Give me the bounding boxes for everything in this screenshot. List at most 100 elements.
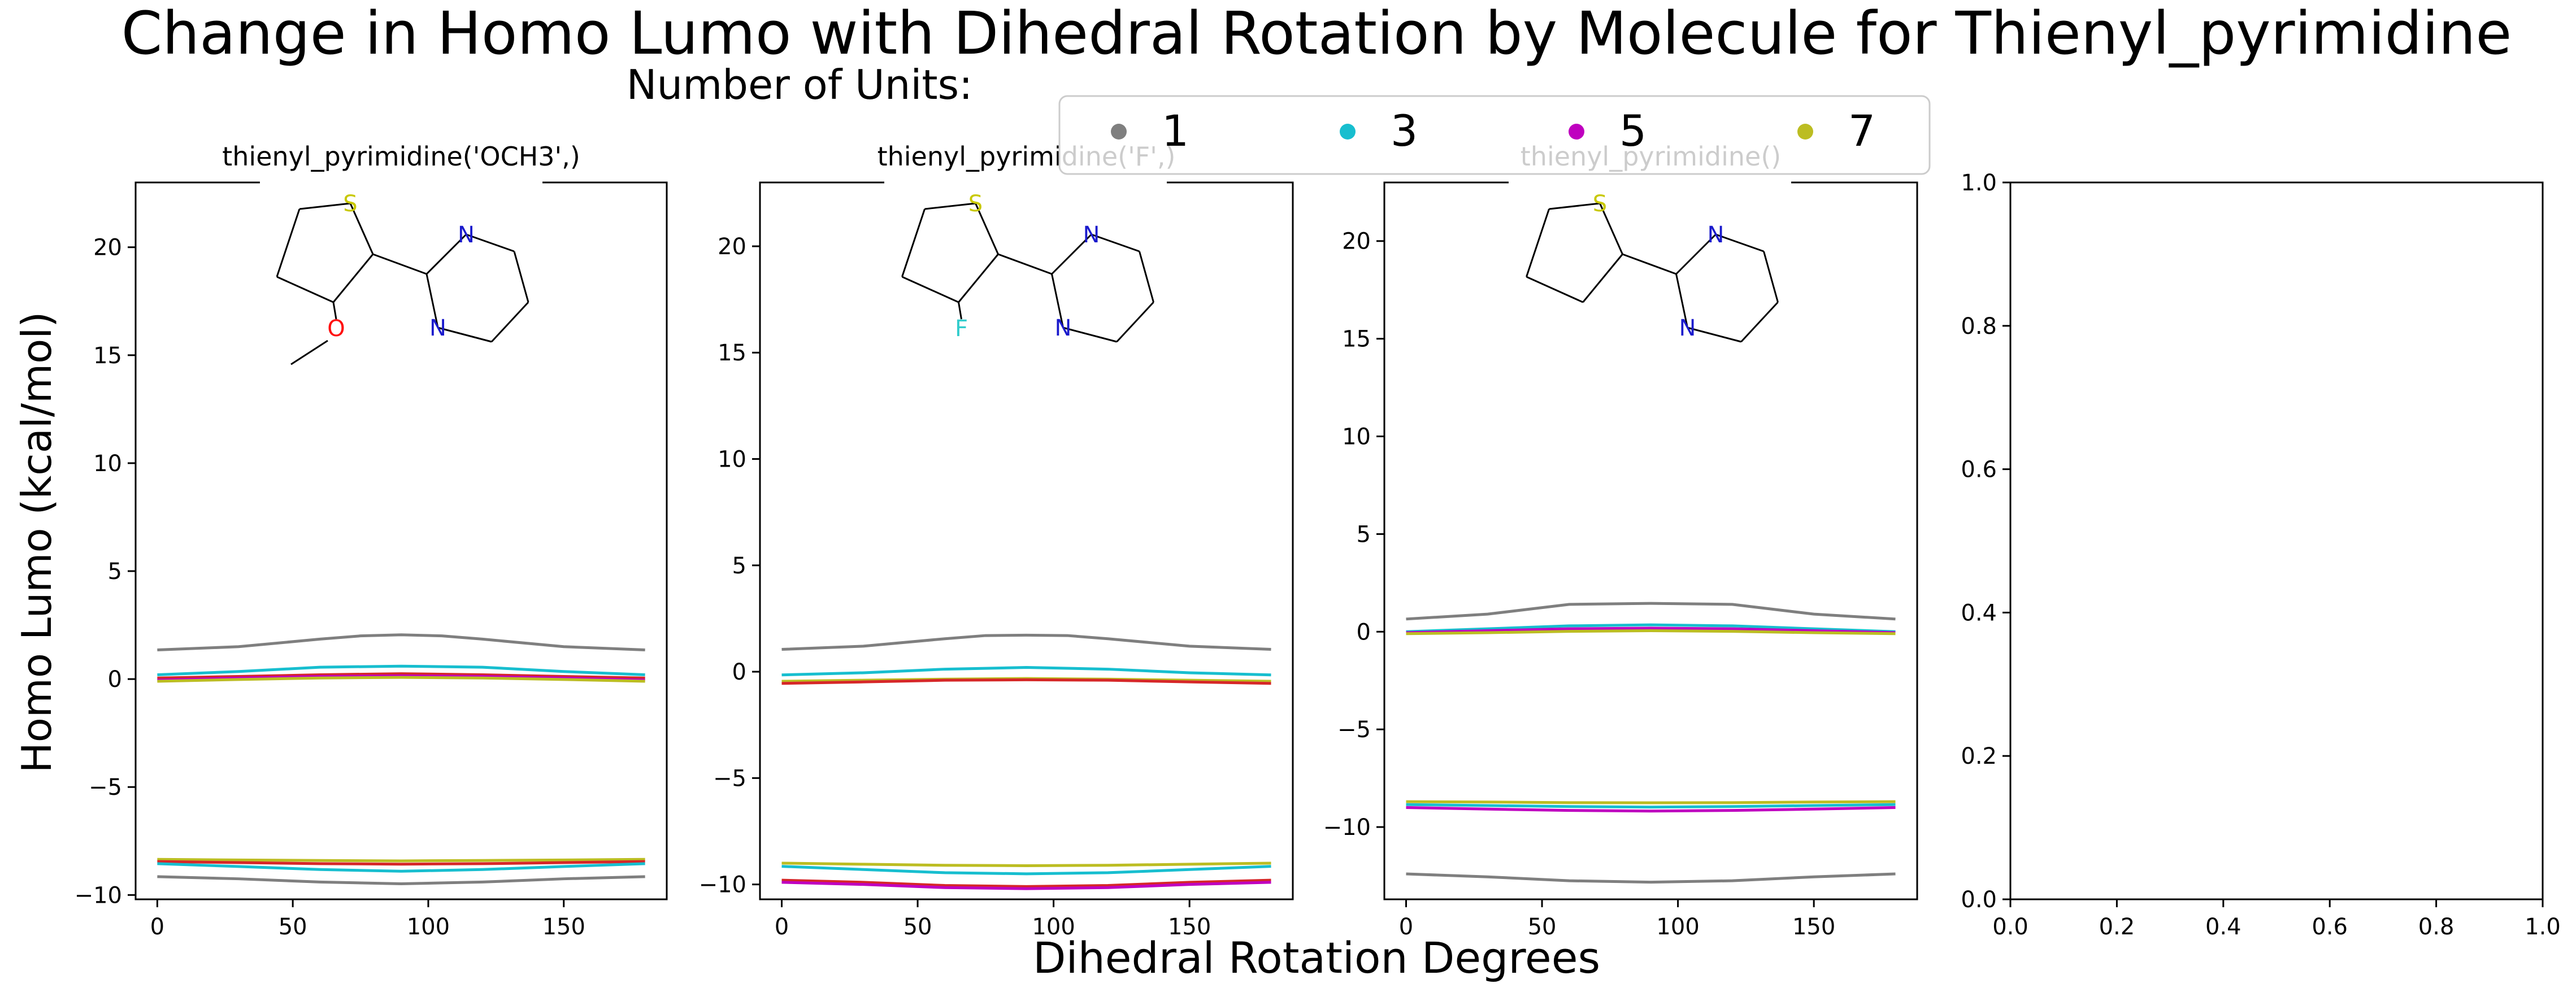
series-line-5-units [157,860,645,866]
legend-marker [1340,124,1356,140]
legend-frame [1058,95,1931,175]
series-line-5-units [1406,626,1896,634]
y-tick-label: 0.8 [1961,314,1997,340]
x-tick-label: 150 [1792,914,1835,940]
x-tick-label: 50 [903,914,932,940]
legend-marker [1797,124,1813,140]
legend-entry-5: 5 [1569,106,1647,156]
y-tick-label: 15 [718,340,746,366]
thiophene-bond [958,254,999,303]
legend-label: 1 [1162,106,1189,156]
y-tick-label: 1.0 [1961,170,1997,196]
series-line-5-units [157,674,645,682]
pyrimidine-bond [425,233,467,275]
pyrimidine-bond [1740,301,1779,343]
y-tick-label: 20 [93,235,122,261]
pyrimidine-bond [466,233,515,253]
ring-link-bond [372,253,427,275]
series-line-3-units [157,862,645,873]
series-line-7-units [1406,629,1896,636]
x-tick-label: 0.4 [2205,914,2241,940]
legend-entry-1: 1 [1111,106,1189,156]
legend-entries: 1 3 5 7 [1111,106,1875,156]
molecule-structure: S N N F [901,191,1154,343]
y-tick-label: 10 [93,451,122,477]
y-tick-label: 0 [108,667,122,693]
thiophene-bond [1526,276,1584,303]
thiophene-bond [975,203,999,255]
y-tick-label: 5 [732,553,746,579]
series-line-5-units [1406,806,1896,813]
y-tick-label: 15 [1342,327,1371,352]
thiophene-bond [1526,208,1550,277]
legend-label: 3 [1391,106,1418,156]
pyrimidine-bond [490,301,529,343]
legend: Number of Units: 1 3 5 7 [627,61,1931,175]
legend-label: 5 [1619,106,1647,156]
series-line-1-units [157,633,645,652]
pyrimidine-bond [1715,233,1764,253]
thiophene-bond [1599,203,1623,255]
legend-label: 7 [1848,106,1875,156]
y-tick-label: −10 [75,882,122,908]
thiophene-bond [299,202,351,210]
x-tick-label: 0.8 [2418,914,2455,940]
nitrogen-atom-label: N [1679,315,1696,341]
substituent-atom-label: F [955,316,968,342]
subplot-1: thienyl_pyrimidine('OCH3',)0 50 100 150−10−… [75,141,668,940]
series-line-1-units [781,633,1271,651]
series-line-7-units [157,858,645,863]
series-line-5-units [157,672,645,680]
y-tick-label: 10 [1342,424,1371,450]
series-line-5-units [781,678,1271,685]
pyrimidine-bond [1063,327,1117,343]
x-tick-label: 0.0 [1992,914,2028,940]
thiophene-bond [276,276,334,303]
y-tick-label: 0 [732,659,746,685]
pyrimidine-bond [1051,273,1064,328]
y-tick-label: 20 [718,234,746,260]
nitrogen-atom-label: N [458,222,475,248]
ring-link-bond [997,253,1053,275]
x-axis-label: Dihedral Rotation Degrees [1033,933,1600,983]
series-line-5-units [781,881,1271,890]
legend-entry-3: 3 [1340,106,1418,156]
y-tick-label: 0.4 [1961,600,1997,626]
series-line-3-units [157,664,645,676]
series-line-1-units [1406,602,1896,621]
y-tick-label: 15 [93,343,122,369]
thiophene-bond [1549,202,1600,210]
subplots: thienyl_pyrimidine('OCH3',)0 50 100 150−10−… [75,141,2561,940]
y-tick-label: −5 [89,774,122,800]
x-tick-label: 150 [542,914,585,940]
series-line-3-units [781,865,1271,876]
nitrogen-atom-label: N [1055,315,1072,341]
legend-marker [1111,124,1127,140]
x-tick-label: 0.6 [2312,914,2348,940]
x-tick-label: 100 [1656,914,1699,940]
nitrogen-atom-label: N [1083,222,1100,248]
title-band [884,178,1167,187]
thiophene-bond [332,254,374,303]
pyrimidine-bond [1675,233,1717,275]
series-line-3-units [1406,623,1896,633]
y-tick-label: −10 [1323,815,1371,841]
thiophene-bond [901,276,959,303]
nitrogen-atom-label: N [1708,222,1724,248]
x-tick-label: 0 [1399,914,1413,940]
pyrimidine-bond [425,273,439,328]
molecule-structure: S N N [1526,191,1779,343]
pyrimidine-bond [1763,251,1779,303]
thiophene-bond [924,202,976,210]
x-tick-label: 1.0 [2525,914,2561,940]
x-tick-label: 0 [150,914,164,940]
substituent-bond [332,302,337,320]
y-tick-label: 20 [1342,229,1371,255]
x-tick-label: 0 [775,914,789,940]
subplot-title: thienyl_pyrimidine('OCH3',) [222,141,580,172]
series-line-7-units [157,676,645,683]
pyrimidine-bond [1116,301,1154,343]
series-line-7-units [781,861,1271,868]
sulfur-atom-label: S [968,191,983,217]
